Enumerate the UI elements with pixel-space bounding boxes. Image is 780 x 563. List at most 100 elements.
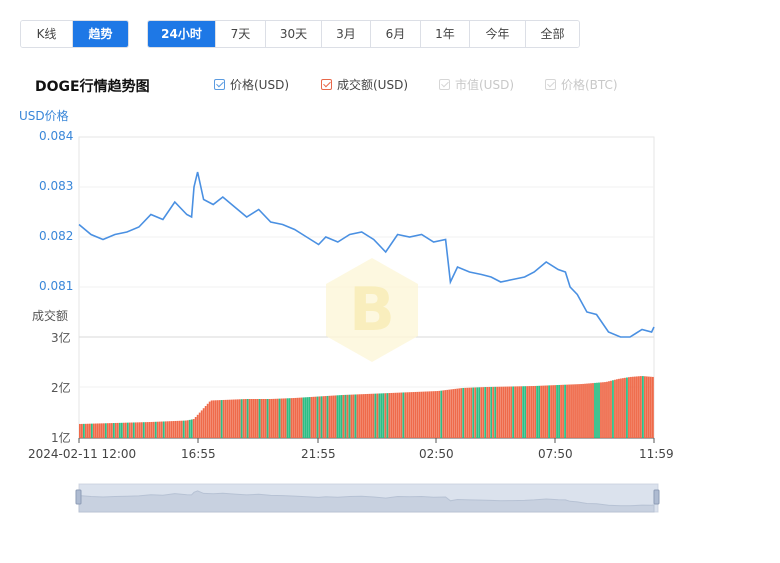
tab-kline[interactable]: K线 [21, 21, 73, 47]
slider-window [79, 484, 658, 512]
tab-6m[interactable]: 6月 [371, 21, 421, 47]
volume-bar [366, 393, 369, 438]
volume-bar [328, 395, 331, 438]
volume-bar [372, 393, 375, 438]
volume-bar [536, 385, 538, 439]
volume-bar [190, 419, 193, 438]
volume-bar [116, 422, 119, 438]
volume-bar [614, 379, 616, 438]
volume-bar [652, 376, 654, 438]
legend-marketcap-usd[interactable]: 市值(USD) [439, 76, 514, 93]
volume-axis-title: 成交额 [32, 309, 69, 323]
volume-bar [212, 400, 215, 439]
volume-bar [192, 419, 195, 438]
x-tick: 2024-02-11 12:00 [28, 447, 137, 461]
volume-bar [104, 423, 107, 438]
volume-bar [148, 422, 151, 438]
volume-bar [308, 397, 311, 438]
legend-label: 价格(USD) [230, 78, 290, 92]
legend-volume-usd[interactable]: 成交额(USD) [321, 76, 408, 93]
volume-bar [174, 420, 177, 438]
volume-bar [496, 386, 499, 438]
volume-bar [226, 399, 229, 438]
volume-bar [576, 384, 578, 438]
volume-bar [626, 377, 628, 438]
volume-bar [574, 384, 576, 438]
slider-handle[interactable] [75, 489, 82, 505]
volume-bar [586, 383, 588, 438]
volume-bar [636, 376, 638, 438]
volume-bar [434, 391, 437, 439]
volume-bar [90, 423, 93, 438]
volume-bar [346, 394, 349, 438]
volume-bar [468, 387, 471, 438]
volume-bar [402, 392, 405, 438]
volume-bar [146, 422, 149, 438]
volume-bar [164, 421, 167, 439]
volume-bar [540, 385, 542, 438]
volume-bar [110, 423, 113, 438]
volume-bar [162, 421, 165, 438]
volume-bar [442, 390, 445, 439]
volume-bar [314, 396, 317, 438]
volume-bar [128, 422, 131, 438]
tab-3m[interactable]: 3月 [322, 21, 371, 47]
volume-bar [378, 393, 381, 438]
volume-bar [558, 384, 560, 438]
volume-bar [594, 382, 596, 438]
range-slider[interactable] [75, 483, 660, 513]
volume-bar [296, 397, 299, 438]
legend-price-btc[interactable]: 价格(BTC) [545, 76, 618, 93]
slider-handle[interactable] [653, 489, 660, 505]
tab-trend[interactable]: 趋势 [73, 21, 128, 47]
volume-bar [79, 423, 81, 438]
volume-bar [264, 399, 267, 438]
volume-bar [380, 393, 383, 439]
volume-bar [480, 387, 483, 438]
x-tick: 02:50 [419, 447, 454, 461]
volume-bar [134, 422, 137, 438]
volume-bar [194, 417, 197, 438]
legend-price-usd[interactable]: 价格(USD) [214, 76, 289, 93]
volume-bar [180, 420, 183, 438]
tab-30d[interactable]: 30天 [266, 21, 322, 47]
volume-bar [294, 397, 297, 438]
volume-bar [476, 387, 479, 439]
volume-bar [302, 397, 305, 438]
checkbox-icon [321, 79, 332, 90]
volume-bar [392, 392, 395, 439]
volume-bar [612, 380, 614, 438]
legend-label: 市值(USD) [455, 78, 515, 92]
tab-ytd[interactable]: 今年 [470, 21, 526, 47]
volume-bar [292, 398, 295, 438]
volume-bar [332, 395, 335, 438]
volume-bar [412, 392, 415, 438]
volume-bar [170, 421, 173, 439]
volume-bar [336, 395, 339, 438]
volume-bar [638, 376, 640, 438]
tab-24h[interactable]: 24小时 [148, 21, 216, 47]
volume-bar [582, 383, 584, 438]
x-tick: 11:59 [639, 447, 674, 461]
volume-bar [156, 421, 159, 438]
volume-bar [140, 422, 143, 438]
volume-bar [342, 394, 345, 438]
tab-7d[interactable]: 7天 [216, 21, 266, 47]
volume-bar [166, 421, 169, 438]
volume-bar [518, 386, 521, 438]
volume-bar [396, 392, 399, 438]
volume-bar [526, 386, 529, 438]
volume-bar [248, 399, 251, 438]
volume-bar [566, 384, 568, 439]
volume-bar [368, 393, 371, 439]
tab-all[interactable]: 全部 [526, 21, 579, 47]
volume-bar [270, 398, 273, 438]
volume-bar [222, 399, 225, 438]
tab-1y[interactable]: 1年 [421, 21, 470, 47]
volume-bar [386, 393, 389, 439]
volume-tick: 3亿 [51, 331, 71, 345]
volume-tick: 2亿 [51, 381, 71, 395]
price-tick: 0.081 [39, 279, 74, 293]
volume-bar [622, 378, 624, 438]
volume-bar [356, 394, 359, 439]
